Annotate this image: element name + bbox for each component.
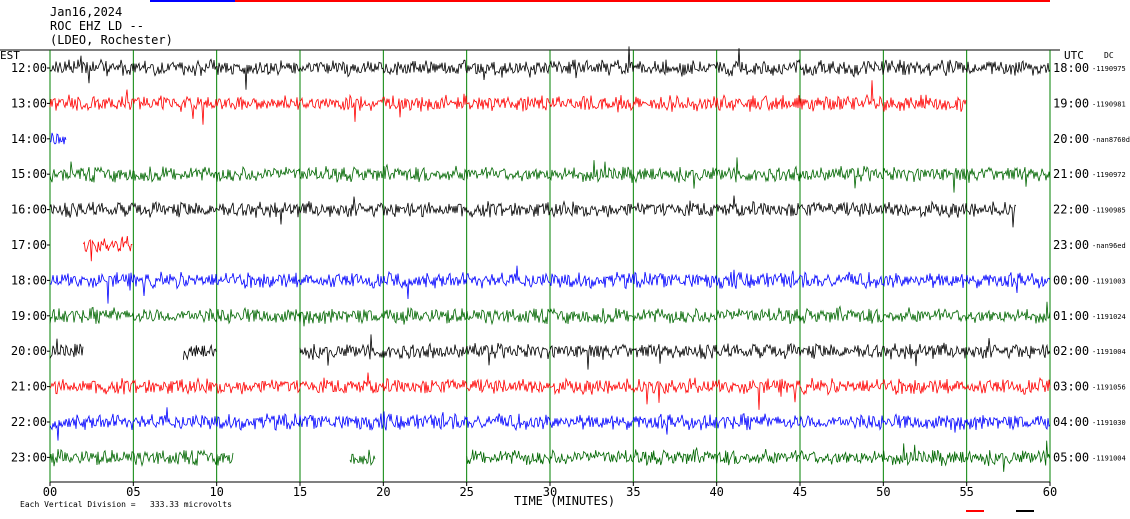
x-tick-label-10: 10 bbox=[209, 485, 223, 499]
x-axis-label: TIME (MINUTES) bbox=[514, 494, 616, 508]
trace-13:00-seg0 bbox=[49, 80, 967, 125]
utc-label-01:00: 01:00 bbox=[1053, 309, 1089, 323]
station-code: ROC EHZ LD -- bbox=[50, 19, 144, 33]
trace-23:00-seg1 bbox=[349, 449, 376, 466]
est-label-16:00: 16:00 bbox=[11, 203, 47, 217]
x-tick-label-50: 50 bbox=[876, 485, 890, 499]
trace-20:00-seg2 bbox=[299, 334, 1051, 370]
dc-value-04:00: -1191030 bbox=[1092, 419, 1126, 427]
trace-14:00-seg0 bbox=[49, 132, 67, 145]
est-label-22:00: 22:00 bbox=[11, 415, 47, 429]
x-tick-label-30: 30 bbox=[543, 485, 557, 499]
est-label-14:00: 14:00 bbox=[11, 132, 47, 146]
trace-15:00-seg0 bbox=[49, 157, 1051, 193]
est-label-17:00: 17:00 bbox=[11, 238, 47, 252]
dc-value-02:00: -1191004 bbox=[1092, 348, 1126, 356]
utc-label-19:00: 19:00 bbox=[1053, 96, 1089, 110]
dc-value-21:00: -1190972 bbox=[1092, 171, 1126, 179]
trace-12:00-seg0 bbox=[49, 46, 1051, 90]
est-label-18:00: 18:00 bbox=[11, 273, 47, 287]
trace-18:00-seg0 bbox=[49, 265, 1051, 304]
x-tick-label-05: 05 bbox=[126, 485, 140, 499]
utc-label-20:00: 20:00 bbox=[1053, 132, 1089, 146]
est-label-13:00: 13:00 bbox=[11, 96, 47, 110]
trace-20:00-seg0 bbox=[49, 338, 84, 359]
utc-label-05:00: 05:00 bbox=[1053, 450, 1089, 464]
trace-20:00-seg1 bbox=[182, 343, 217, 361]
utc-label-04:00: 04:00 bbox=[1053, 415, 1089, 429]
est-label-21:00: 21:00 bbox=[11, 380, 47, 394]
utc-label-03:00: 03:00 bbox=[1053, 380, 1089, 394]
est-label-12:00: 12:00 bbox=[11, 61, 47, 75]
est-label-19:00: 19:00 bbox=[11, 309, 47, 323]
dc-value-01:00: -1191024 bbox=[1092, 313, 1126, 321]
x-tick-label-55: 55 bbox=[959, 485, 973, 499]
dc-value-23:00: -nan96ed bbox=[1092, 242, 1126, 250]
est-label-15:00: 15:00 bbox=[11, 167, 47, 181]
x-tick-label-60: 60 bbox=[1043, 485, 1057, 499]
dc-value-03:00: -1191056 bbox=[1092, 384, 1126, 392]
dc-value-19:00: -1190981 bbox=[1092, 100, 1126, 108]
top-bar-red bbox=[235, 0, 1050, 2]
utc-label-23:00: 23:00 bbox=[1053, 238, 1089, 252]
plot-date: Jan16,2024 bbox=[50, 5, 123, 19]
est-label-23:00: 23:00 bbox=[11, 450, 47, 464]
x-tick-label-15: 15 bbox=[293, 485, 307, 499]
top-bar-blue bbox=[150, 0, 235, 2]
right-timezone-label: UTC bbox=[1064, 49, 1084, 62]
dc-label: DC bbox=[1104, 51, 1114, 60]
legend-bar-red bbox=[966, 510, 984, 512]
utc-label-00:00: 00:00 bbox=[1053, 273, 1089, 287]
legend-bar-black bbox=[1016, 510, 1034, 512]
trace-23:00-seg0 bbox=[49, 448, 234, 467]
trace-16:00-seg0 bbox=[49, 195, 1017, 228]
x-tick-label-45: 45 bbox=[793, 485, 807, 499]
x-tick-label-20: 20 bbox=[376, 485, 390, 499]
scale-label: Each Vertical Division = bbox=[20, 500, 136, 509]
utc-label-22:00: 22:00 bbox=[1053, 203, 1089, 217]
x-tick-label-25: 25 bbox=[459, 485, 473, 499]
utc-label-21:00: 21:00 bbox=[1053, 167, 1089, 181]
trace-22:00-seg0 bbox=[49, 407, 1051, 441]
trace-21:00-seg0 bbox=[49, 372, 1051, 410]
dc-value-05:00: -1191004 bbox=[1092, 454, 1126, 462]
dc-value-18:00: -1190975 bbox=[1092, 65, 1126, 73]
trace-23:00-seg2 bbox=[466, 440, 1051, 472]
trace-17:00-seg0 bbox=[82, 236, 133, 262]
x-tick-label-35: 35 bbox=[626, 485, 640, 499]
x-tick-label-40: 40 bbox=[709, 485, 723, 499]
trace-19:00-seg0 bbox=[49, 301, 1051, 327]
dc-value-00:00: -1191003 bbox=[1092, 277, 1126, 285]
network-name: (LDEO, Rochester) bbox=[50, 33, 173, 47]
x-tick-label-00: 00 bbox=[43, 485, 57, 499]
est-label-20:00: 20:00 bbox=[11, 344, 47, 358]
scale-value: 333.33 microvolts bbox=[150, 500, 232, 509]
left-timezone-label: EST bbox=[0, 49, 20, 62]
dc-value-22:00: -1190985 bbox=[1092, 207, 1126, 215]
dc-value-20:00: -nan8760d bbox=[1092, 136, 1130, 144]
utc-label-18:00: 18:00 bbox=[1053, 61, 1089, 75]
utc-label-02:00: 02:00 bbox=[1053, 344, 1089, 358]
